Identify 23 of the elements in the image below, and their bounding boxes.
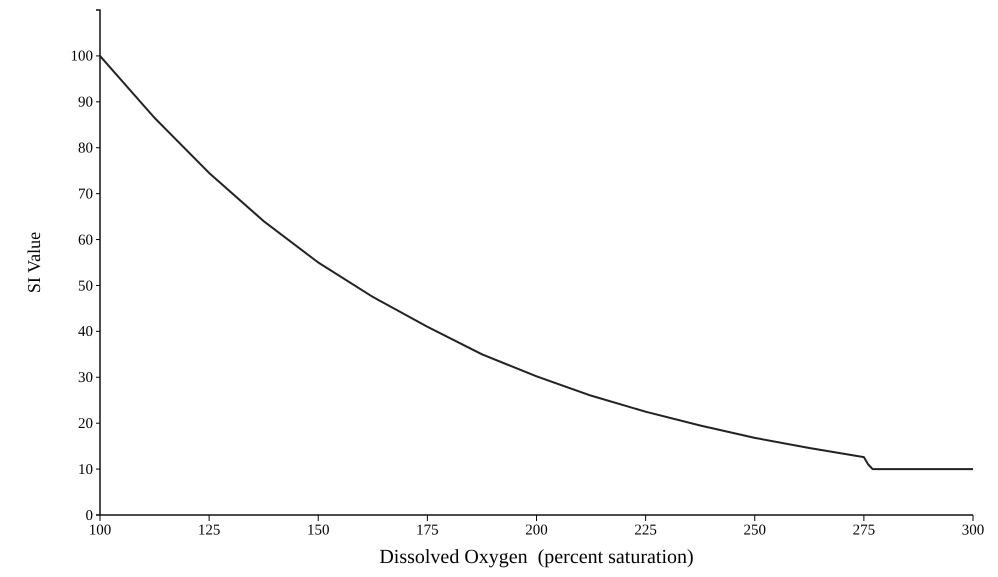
x-tick-label: 225 (634, 522, 657, 539)
x-tick-label: 150 (307, 522, 330, 539)
x-tick-label: 175 (416, 522, 439, 539)
y-axis-title: SI Value (24, 232, 44, 294)
x-tick-label: 200 (525, 522, 548, 539)
x-tick-label: 100 (88, 522, 112, 539)
y-tick-label: 0 (86, 508, 93, 524)
y-tick-label: 40 (78, 324, 93, 340)
line-series (99, 54, 974, 470)
y-tick-label: 10 (78, 462, 93, 478)
x-tick-label: 125 (198, 522, 220, 539)
y-tick-label: 90 (78, 94, 93, 111)
x-axis-title: Dissolved Oxygen (percent saturation) (379, 546, 694, 568)
x-tick-label: 300 (962, 522, 984, 539)
y-tick-label: 70 (78, 186, 93, 202)
y-tick-label: 50 (78, 278, 93, 294)
y-tick-label: 20 (78, 416, 93, 432)
y-tick-label: 80 (78, 140, 93, 157)
y-tick-label: 60 (78, 232, 93, 248)
y-tick-label: 100 (70, 48, 93, 65)
x-tick-label: 275 (852, 522, 876, 539)
y-tick-label: 30 (78, 370, 93, 386)
x-tick-label: 250 (744, 522, 766, 539)
